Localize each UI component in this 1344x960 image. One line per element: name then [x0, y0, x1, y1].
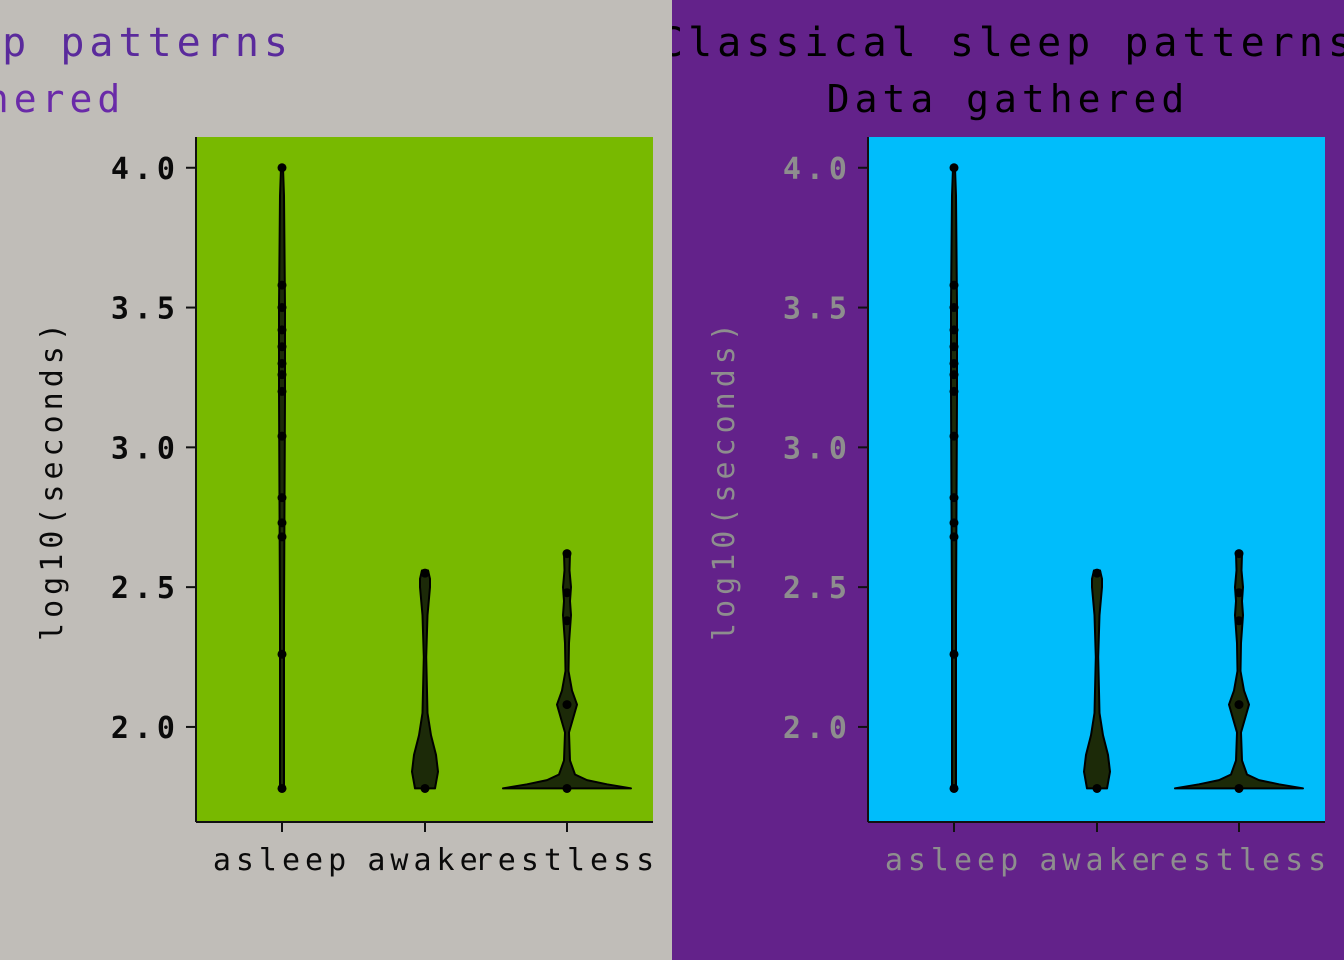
- data-point-restless-left: [562, 783, 572, 793]
- data-point-awake-right: [1092, 783, 1102, 793]
- y-tick-label-left: 2.5: [111, 571, 180, 606]
- data-point-asleep-left: [277, 493, 287, 503]
- data-point-asleep-right: [949, 783, 959, 793]
- chart-panel-left: Classical sleep patterns Data gathered 2.0…: [0, 0, 672, 960]
- chart-subtitle-right: Data gathered: [827, 77, 1189, 121]
- data-point-asleep-left: [277, 163, 287, 173]
- data-point-awake-left: [420, 568, 430, 578]
- x-tick-label-right: restless: [1147, 843, 1332, 878]
- data-point-asleep-left: [277, 342, 287, 352]
- data-point-asleep-right: [949, 370, 959, 380]
- data-point-asleep-left: [277, 303, 287, 313]
- data-point-restless-right: [1234, 549, 1244, 559]
- y-tick-label-left: 3.0: [111, 431, 180, 466]
- violin-chart-left: Classical sleep patterns Data gathered 2.0…: [0, 0, 672, 960]
- y-tick-label-right: 2.5: [783, 571, 852, 606]
- data-point-restless-right: [1234, 616, 1244, 626]
- x-tick-label-left: awake: [367, 843, 482, 878]
- y-tick-label-left: 2.0: [111, 711, 180, 746]
- y-tick-label-left: 3.5: [111, 292, 180, 327]
- data-point-restless-right: [1234, 783, 1244, 793]
- data-point-asleep-left: [277, 358, 287, 368]
- x-tick-label-right: asleep: [885, 843, 1023, 878]
- data-point-restless-right: [1234, 700, 1244, 710]
- y-tick-label-left: 4.0: [111, 152, 180, 187]
- data-point-asleep-right: [949, 303, 959, 313]
- chart-subtitle-left: Data gathered: [0, 77, 125, 121]
- data-point-asleep-right: [949, 325, 959, 335]
- data-point-asleep-right: [949, 342, 959, 352]
- y-tick-label-right: 3.0: [783, 431, 852, 466]
- data-point-asleep-right: [949, 280, 959, 290]
- data-point-asleep-left: [277, 370, 287, 380]
- data-point-awake-left: [420, 783, 430, 793]
- data-point-asleep-left: [277, 783, 287, 793]
- data-point-asleep-left: [277, 386, 287, 396]
- data-point-restless-left: [562, 549, 572, 559]
- data-point-asleep-right: [949, 163, 959, 173]
- data-point-asleep-left: [277, 325, 287, 335]
- violin-chart-right: Classical sleep patterns Data gathered 2.0…: [672, 0, 1344, 960]
- y-tick-label-right: 2.0: [783, 711, 852, 746]
- chart-title-right: Classical sleep patterns: [672, 20, 1344, 66]
- data-point-asleep-left: [277, 518, 287, 528]
- violin-asleep-left: [278, 166, 286, 790]
- data-point-restless-left: [562, 700, 572, 710]
- x-tick-label-left: restless: [475, 843, 660, 878]
- violin-asleep-right: [950, 166, 958, 790]
- data-point-asleep-left: [277, 649, 287, 659]
- data-point-asleep-left: [277, 280, 287, 290]
- data-point-asleep-left: [277, 532, 287, 542]
- x-tick-label-left: asleep: [213, 843, 351, 878]
- y-axis-label-right: log10(seconds): [707, 318, 742, 641]
- data-point-asleep-right: [949, 532, 959, 542]
- y-tick-label-right: 4.0: [783, 152, 852, 187]
- data-point-asleep-right: [949, 649, 959, 659]
- data-point-asleep-right: [949, 431, 959, 441]
- chart-panel-right: Classical sleep patterns Data gathered 2.0…: [672, 0, 1344, 960]
- x-tick-label-right: awake: [1039, 843, 1154, 878]
- data-point-restless-right: [1234, 588, 1244, 598]
- data-point-asleep-left: [277, 431, 287, 441]
- data-point-asleep-right: [949, 386, 959, 396]
- y-axis-label-left: log10(seconds): [35, 318, 70, 641]
- chart-title-left: Classical sleep patterns: [0, 20, 293, 66]
- data-point-restless-left: [562, 616, 572, 626]
- data-point-awake-right: [1092, 568, 1102, 578]
- data-point-asleep-right: [949, 358, 959, 368]
- data-point-asleep-right: [949, 518, 959, 528]
- y-tick-label-right: 3.5: [783, 292, 852, 327]
- data-point-asleep-right: [949, 493, 959, 503]
- data-point-restless-left: [562, 588, 572, 598]
